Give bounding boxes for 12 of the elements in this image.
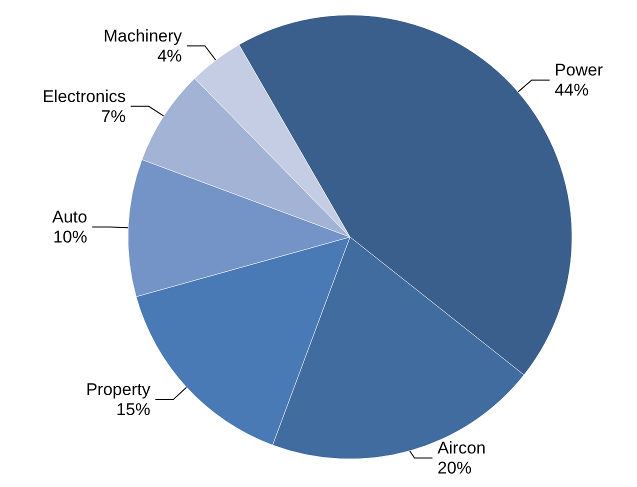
slice-label: Property xyxy=(86,380,151,399)
slice-label: Aircon xyxy=(438,438,486,458)
data-label: 20% xyxy=(438,458,472,478)
data-label: 7% xyxy=(101,106,126,126)
slice-label: Electronics xyxy=(42,86,126,106)
data-label: 44% xyxy=(554,80,589,100)
slice-label: Machinery xyxy=(103,26,182,46)
slice-label: Power xyxy=(554,60,604,80)
slice-label: Auto xyxy=(52,207,88,226)
data-label: 4% xyxy=(157,46,182,66)
data-label: 15% xyxy=(116,400,150,419)
data-label: 10% xyxy=(53,227,88,246)
